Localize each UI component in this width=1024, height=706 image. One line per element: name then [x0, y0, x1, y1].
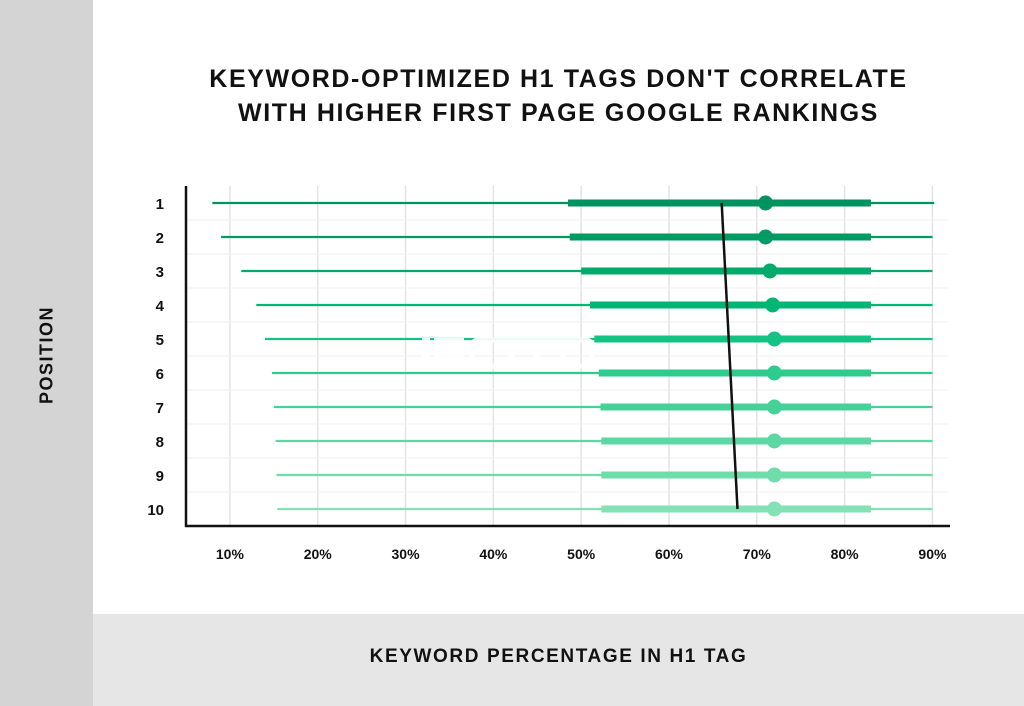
- y-tick-label: 8: [156, 434, 164, 451]
- median-dot: [766, 433, 782, 449]
- median-dot: [766, 331, 782, 347]
- y-tick-label: 4: [156, 298, 165, 315]
- x-tick-label: 30%: [392, 546, 421, 562]
- median-dot: [766, 467, 782, 483]
- y-tick-label: 10: [147, 502, 164, 519]
- x-tick-label: 80%: [831, 546, 860, 562]
- median-dot: [766, 501, 782, 517]
- median-dot: [766, 365, 782, 381]
- y-tick-label: 7: [156, 400, 164, 417]
- trend-line: [720, 202, 739, 510]
- y-tick-label: 1: [156, 196, 164, 213]
- y-tick-label: 5: [156, 332, 164, 349]
- chart-title-line-1: KEYWORD-OPTIMIZED H1 TAGS DON'T CORRELAT…: [209, 65, 908, 93]
- y-tick-label: 6: [156, 366, 164, 383]
- median-dot: [765, 297, 781, 313]
- median-dot: [762, 263, 778, 279]
- y-tick-label: 3: [156, 264, 164, 281]
- median-dot: [758, 229, 774, 245]
- y-tick-label: 9: [156, 468, 164, 485]
- chart-title: KEYWORD-OPTIMIZED H1 TAGS DON'T CORRELAT…: [93, 62, 1024, 130]
- x-tick-label: 20%: [304, 546, 333, 562]
- backlinko-logo: [422, 337, 595, 369]
- x-tick-label: 10%: [216, 546, 245, 562]
- y-tick-label: 2: [156, 230, 164, 247]
- x-tick-label: 60%: [655, 546, 684, 562]
- x-tick-label: 40%: [479, 546, 508, 562]
- median-dot: [758, 195, 774, 211]
- bottom-band: [93, 614, 1024, 706]
- x-tick-label: 50%: [567, 546, 596, 562]
- median-dot: [766, 399, 782, 415]
- x-tick-label: 90%: [918, 546, 947, 562]
- x-axis-label: KEYWORD PERCENTAGE IN H1 TAG: [369, 646, 748, 667]
- chart-title-line-2: WITH HIGHER FIRST PAGE GOOGLE RANKINGS: [238, 99, 879, 127]
- x-tick-label: 70%: [743, 546, 772, 562]
- side-band: [0, 0, 93, 706]
